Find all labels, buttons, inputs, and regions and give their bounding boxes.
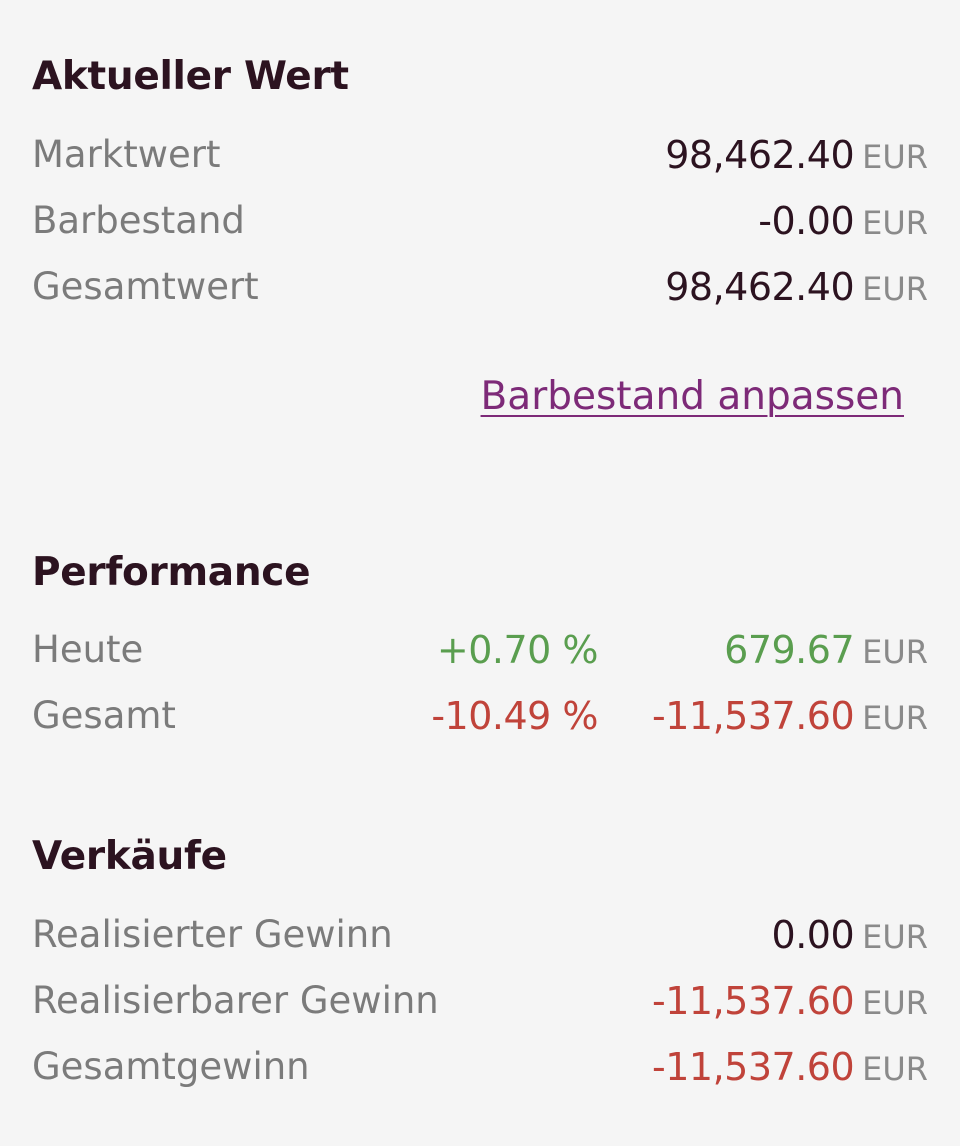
currency-unit: EUR	[862, 699, 928, 737]
row-label: Barbestand	[32, 199, 245, 242]
row-market-value: Marktwert 98,462.40 EUR	[32, 130, 928, 180]
currency-unit: EUR	[862, 633, 928, 671]
currency-unit: EUR	[862, 204, 928, 242]
currency-unit: EUR	[862, 138, 928, 176]
currency-unit: EUR	[862, 270, 928, 308]
row-label: Gesamt	[32, 694, 176, 737]
section-title-sales: Verkäufe	[32, 834, 227, 879]
row-label: Heute	[32, 628, 144, 671]
amount: 98,462.40	[665, 265, 855, 309]
adjust-cash-balance-link[interactable]: Barbestand anpassen	[480, 374, 904, 419]
currency-unit: EUR	[862, 1050, 928, 1088]
amount: 0.00	[771, 913, 855, 957]
row-performance-total: Gesamt -10.49 % -11,537.60 EUR	[32, 691, 928, 741]
amount: 98,462.40	[665, 133, 855, 177]
amount: -11,537.60	[652, 694, 855, 738]
section-title-performance: Performance	[32, 550, 311, 595]
row-performance-today: Heute +0.70 % 679.67 EUR	[32, 625, 928, 675]
row-cash-balance: Barbestand -0.00 EUR	[32, 196, 928, 246]
amount: -11,537.60	[652, 979, 855, 1023]
section-title-current-value: Aktueller Wert	[32, 54, 349, 99]
row-total-value: Gesamtwert 98,462.40 EUR	[32, 262, 928, 312]
percent-change: -10.49 %	[431, 694, 598, 738]
row-total-gain: Gesamtgewinn -11,537.60 EUR	[32, 1042, 928, 1092]
row-realizable-gain: Realisierbarer Gewinn -11,537.60 EUR	[32, 976, 928, 1026]
currency-unit: EUR	[862, 918, 928, 956]
row-realized-gain: Realisierter Gewinn 0.00 EUR	[32, 910, 928, 960]
amount: -0.00	[758, 199, 855, 243]
amount: 679.67	[724, 628, 855, 672]
row-value: 679.67 EUR	[724, 625, 928, 675]
row-label: Gesamtgewinn	[32, 1045, 310, 1088]
row-value: -0.00 EUR	[758, 196, 928, 246]
currency-unit: EUR	[862, 984, 928, 1022]
row-label: Marktwert	[32, 133, 221, 176]
row-label: Realisierbarer Gewinn	[32, 979, 439, 1022]
row-value: 98,462.40 EUR	[665, 130, 928, 180]
row-value: 98,462.40 EUR	[665, 262, 928, 312]
amount: -11,537.60	[652, 1045, 855, 1089]
row-value: 0.00 EUR	[772, 910, 928, 960]
row-value: -11,537.60 EUR	[652, 976, 928, 1026]
row-label: Gesamtwert	[32, 265, 259, 308]
percent-change: +0.70 %	[436, 628, 599, 672]
row-label: Realisierter Gewinn	[32, 913, 393, 956]
row-value: -11,537.60 EUR	[652, 691, 928, 741]
row-value: -11,537.60 EUR	[652, 1042, 928, 1092]
